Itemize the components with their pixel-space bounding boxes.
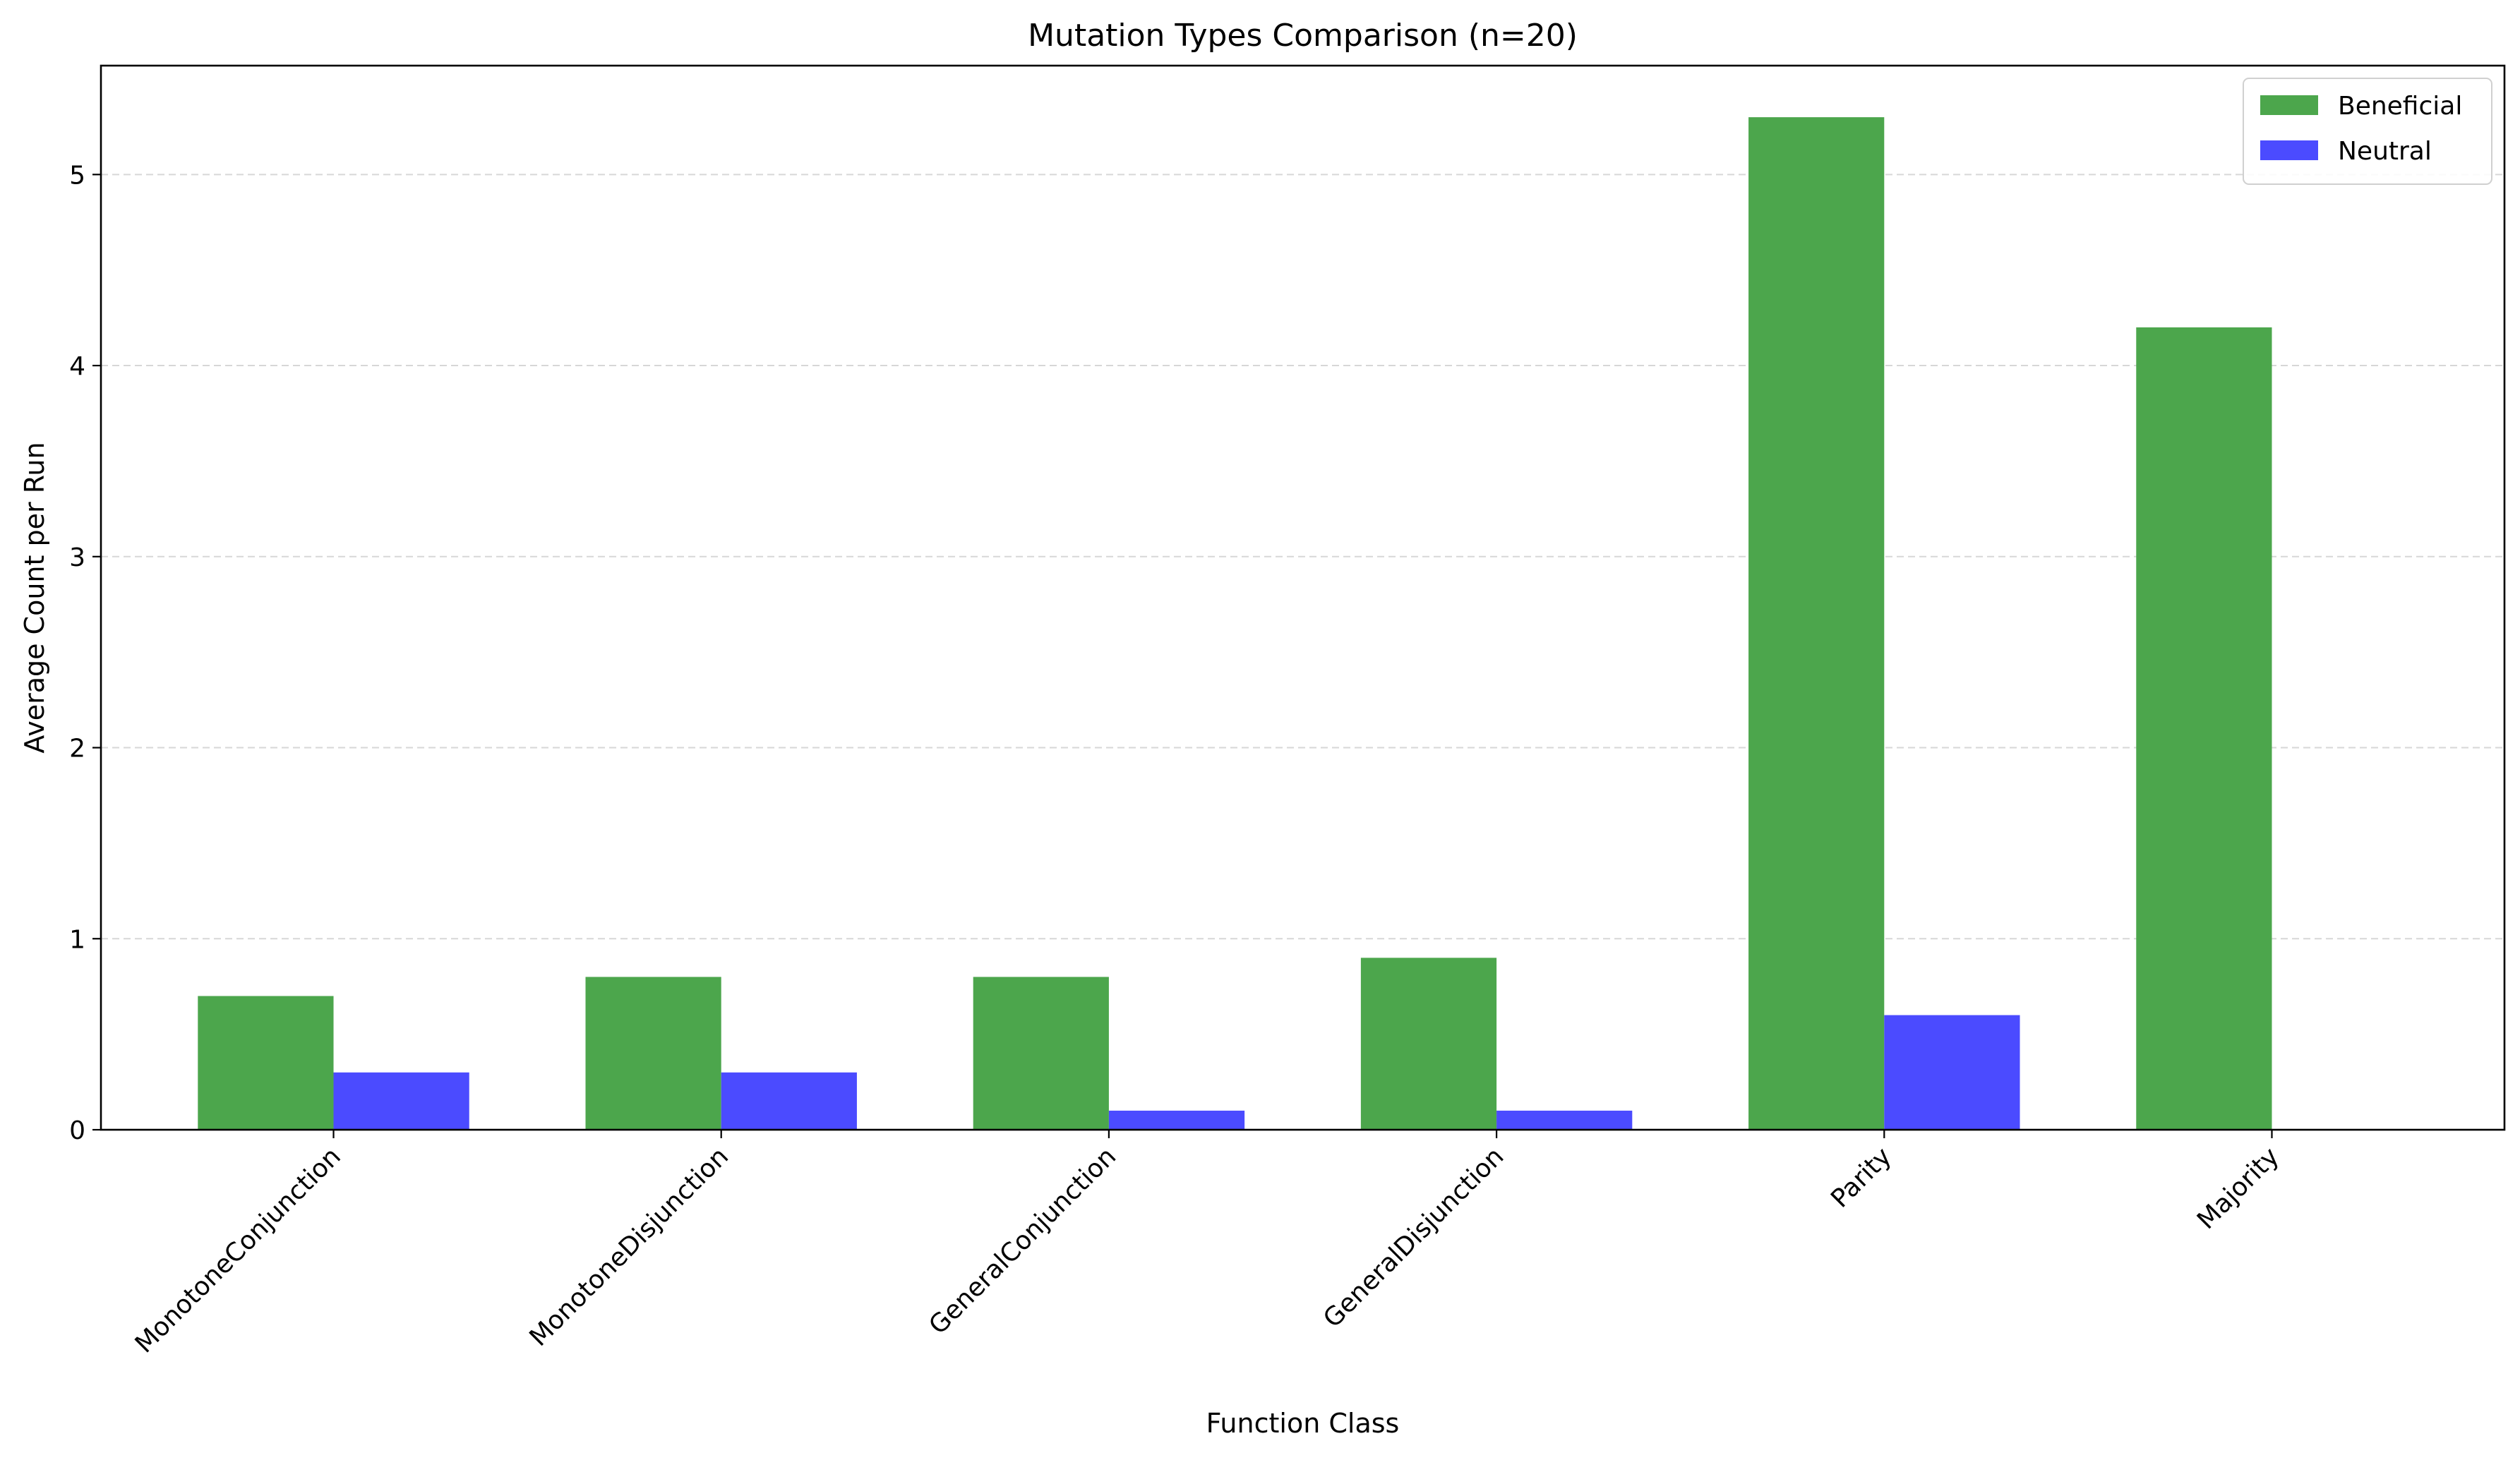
x-axis-label: Function Class — [1206, 1408, 1400, 1439]
legend-label: Neutral — [2338, 137, 2432, 166]
chart-title: Mutation Types Comparison (n=20) — [1028, 18, 1578, 54]
bars — [198, 117, 2272, 1130]
y-axis-label: Average Count per Run — [19, 442, 50, 753]
legend-label: Beneficial — [2338, 92, 2462, 121]
bar-beneficial — [973, 977, 1109, 1130]
bar-beneficial — [198, 996, 334, 1130]
y-tick-label: 1 — [69, 925, 85, 954]
bar-beneficial — [1748, 117, 1885, 1130]
legend-swatch-neutral — [2260, 140, 2318, 160]
y-tick-label: 2 — [69, 735, 85, 764]
bar-beneficial — [585, 977, 721, 1130]
y-tick-label: 0 — [69, 1116, 85, 1145]
bar-neutral — [721, 1072, 857, 1130]
bar-beneficial — [2136, 327, 2272, 1130]
bar-neutral — [1884, 1015, 2020, 1130]
bar-neutral — [333, 1072, 469, 1130]
legend-swatch-beneficial — [2260, 95, 2318, 115]
plot-frame — [100, 64, 2506, 1131]
legend: Beneficial Neutral — [2243, 78, 2492, 185]
y-tick-label: 5 — [69, 161, 85, 190]
bar-neutral — [1108, 1110, 1245, 1130]
bar-neutral — [1496, 1110, 1633, 1130]
bar-beneficial — [1360, 958, 1497, 1130]
y-tick-label: 4 — [69, 352, 85, 381]
y-tick-label: 3 — [69, 543, 85, 572]
gridlines — [101, 174, 2504, 940]
